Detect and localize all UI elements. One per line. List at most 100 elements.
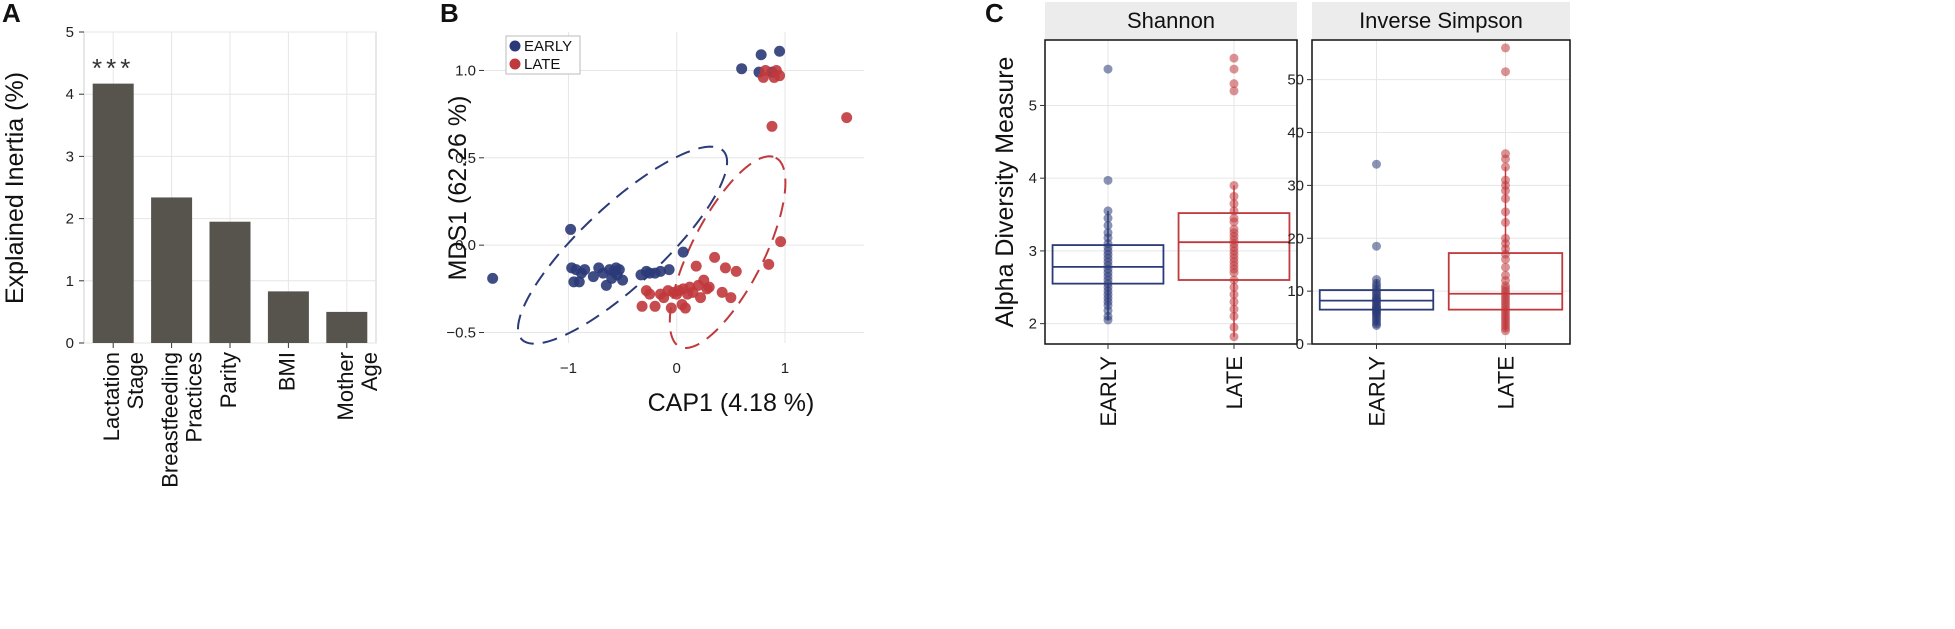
early-point bbox=[677, 246, 689, 258]
early-point bbox=[613, 264, 625, 276]
panel-label-a: A bbox=[2, 0, 21, 28]
shannon-point bbox=[1229, 304, 1239, 314]
shannon-point bbox=[1229, 206, 1239, 216]
category-label-line: BMI bbox=[274, 352, 299, 391]
panel-b-x-tick-label: 0 bbox=[673, 360, 681, 377]
shannon-point bbox=[1103, 175, 1113, 185]
panel-b-scatter-plot: B −1 0 1 −0.5 0.0 0.5 1.0 EARLY LATE CAP1 (4.1… bbox=[440, 0, 864, 417]
shannon-point bbox=[1229, 290, 1239, 300]
facet-title-inverse-simpson: Inverse Simpson bbox=[1359, 8, 1523, 33]
shannon-point bbox=[1229, 332, 1239, 342]
early-point bbox=[587, 271, 599, 283]
panel-a-category-labels: LactationStage BreastfeedingPractices Pari… bbox=[99, 343, 382, 488]
shannon-point bbox=[1229, 297, 1239, 307]
panel-a-y-axis-ticks: 0 1 2 3 4 5 bbox=[66, 24, 84, 352]
early-point bbox=[736, 63, 748, 75]
inverse-simpson-point bbox=[1501, 43, 1510, 53]
shannon-point bbox=[1229, 64, 1239, 74]
late-confidence-ellipse bbox=[668, 155, 787, 350]
shannon-boxes bbox=[1051, 185, 1291, 337]
shannon-y-tick-label: 4 bbox=[1029, 170, 1037, 187]
early-point bbox=[755, 49, 767, 61]
category-label: BMI bbox=[274, 352, 299, 391]
panel-label-b: B bbox=[440, 0, 459, 28]
shannon-point bbox=[1229, 191, 1239, 201]
panel-a-bar-chart: A 0 1 2 3 4 5 *** Explained Inertia (%) Lacta… bbox=[1, 0, 382, 488]
facet-shannon: Shannon 2 3 4 5 EARLY LATE bbox=[1029, 2, 1298, 427]
legend-late-label: LATE bbox=[524, 56, 560, 73]
inverse-simpson-y-tick-label: 0 bbox=[1296, 336, 1304, 353]
late-point bbox=[709, 251, 721, 263]
shannon-point bbox=[1229, 282, 1239, 292]
panel-b-x-tick-label: −1 bbox=[560, 360, 577, 377]
late-point bbox=[763, 258, 775, 270]
inverse-simpson-point bbox=[1372, 320, 1381, 330]
panel-b-y-tick-label: −0.5 bbox=[446, 325, 476, 342]
category-label: BreastfeedingPractices bbox=[158, 352, 207, 488]
late-point bbox=[766, 120, 778, 132]
category-label-line: Stage bbox=[123, 352, 148, 410]
late-point bbox=[841, 112, 853, 124]
inverse-simpson-y-tick-label: 20 bbox=[1287, 230, 1304, 247]
legend-early-label: EARLY bbox=[524, 38, 572, 55]
inverse-simpson-point bbox=[1501, 67, 1510, 77]
bar bbox=[267, 291, 309, 343]
shannon-point bbox=[1229, 322, 1239, 332]
inverse-simpson-y-tick-label: 30 bbox=[1287, 177, 1304, 194]
shannon-plot-frame bbox=[1044, 39, 1298, 345]
panel-a-y-axis-title: Explained Inertia (%) bbox=[1, 72, 29, 304]
late-point bbox=[644, 288, 656, 300]
panel-b-x-tick-label: 1 bbox=[781, 360, 789, 377]
category-label: LactationStage bbox=[99, 352, 148, 441]
shannon-point bbox=[1103, 220, 1113, 230]
panel-label-c: C bbox=[985, 0, 1004, 28]
panel-a-y-tick-label: 0 bbox=[66, 335, 74, 352]
late-point bbox=[703, 281, 715, 293]
late-point bbox=[649, 300, 661, 312]
shannon-points bbox=[1103, 53, 1239, 342]
inverse-simpson-point bbox=[1501, 194, 1510, 204]
inverse-simpson-points bbox=[1372, 43, 1510, 336]
shannon-point bbox=[1229, 268, 1239, 278]
panel-a-y-tick-label: 1 bbox=[66, 273, 74, 290]
panel-b-y-axis-title: MDS1 (62.26 %) bbox=[444, 96, 472, 281]
category-label: MotherAge bbox=[333, 352, 382, 420]
inverse-simpson-point bbox=[1501, 162, 1510, 172]
panel-c-y-axis-title: Alpha Diversity Measure bbox=[991, 57, 1019, 328]
early-point bbox=[774, 45, 786, 57]
legend-early-marker bbox=[509, 40, 521, 52]
facet-inverse-simpson: Inverse Simpson 0 10 20 30 40 50 EARLY LATE bbox=[1287, 2, 1571, 427]
early-point bbox=[565, 223, 577, 235]
category-label-line: Parity bbox=[216, 352, 241, 408]
late-point bbox=[690, 260, 702, 272]
inverse-simpson-y-tick-label: 10 bbox=[1287, 283, 1304, 300]
category-label-line: Practices bbox=[182, 352, 207, 442]
panel-b-y-tick-label: 0.0 bbox=[455, 237, 476, 254]
shannon-point bbox=[1103, 315, 1113, 325]
shannon-point bbox=[1229, 217, 1239, 227]
panel-a-bars bbox=[92, 83, 368, 343]
inverse-simpson-point bbox=[1501, 262, 1510, 272]
category-label-line: Mother bbox=[333, 352, 358, 420]
early-point bbox=[487, 272, 499, 284]
inverse-simpson-boxes bbox=[1318, 166, 1564, 331]
category-label-line: Breastfeeding bbox=[158, 352, 183, 488]
panel-b-y-tick-label: 0.5 bbox=[455, 150, 476, 167]
shannon-point bbox=[1229, 199, 1239, 209]
panel-b-legend: EARLY LATE bbox=[505, 35, 581, 75]
bar bbox=[92, 83, 134, 343]
category-label: Parity bbox=[216, 352, 241, 408]
late-point bbox=[719, 262, 731, 274]
inverse-simpson-category-label: LATE bbox=[1494, 356, 1519, 409]
inverse-simpson-axis-ticks: 0 10 20 30 40 50 EARLY LATE bbox=[1287, 72, 1518, 427]
shannon-gridlines bbox=[1045, 40, 1297, 344]
shannon-point bbox=[1103, 213, 1113, 223]
late-point bbox=[730, 265, 742, 277]
inverse-simpson-y-tick-label: 50 bbox=[1287, 72, 1304, 89]
late-point bbox=[775, 236, 787, 248]
category-label-line: Age bbox=[357, 352, 382, 391]
shannon-axis-ticks: 2 3 4 5 EARLY LATE bbox=[1029, 97, 1247, 426]
panel-a-y-tick-label: 2 bbox=[66, 211, 74, 228]
early-confidence-ellipse bbox=[516, 145, 729, 345]
shannon-point bbox=[1229, 86, 1239, 96]
